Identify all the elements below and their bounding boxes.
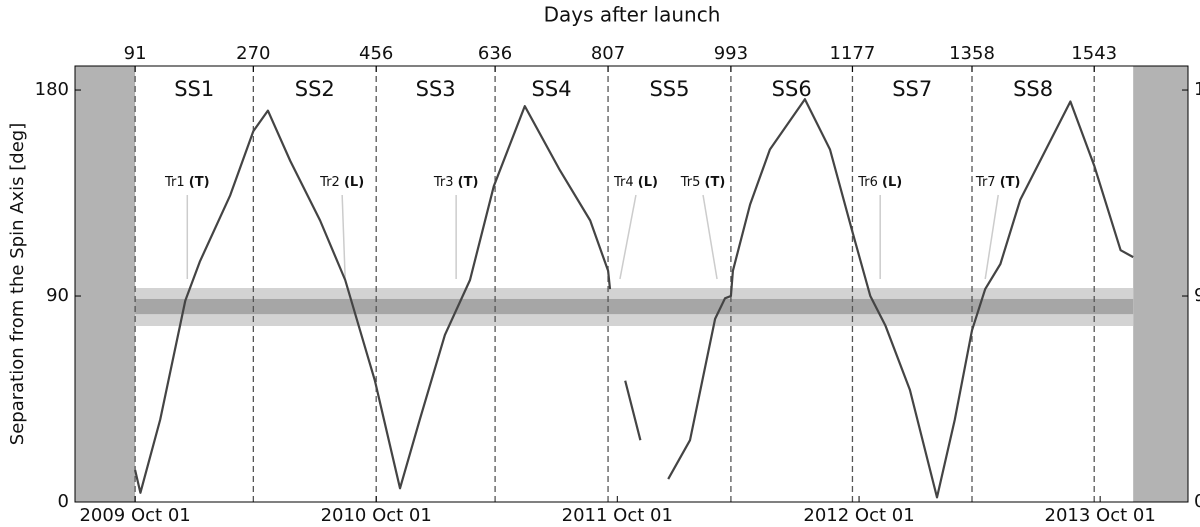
season-label: SS6: [772, 77, 812, 101]
season-label: SS8: [1013, 77, 1053, 101]
annotation-pointer: [619, 194, 637, 280]
annotation-pointer: [702, 194, 718, 280]
annotation-name: Tr5: [680, 175, 701, 190]
annotation-mode: (T): [458, 175, 479, 190]
y-tick-label-right: 180: [1194, 79, 1200, 100]
x-tick-label: 2010 Oct 01: [321, 505, 432, 526]
annotation-name: Tr2: [319, 175, 340, 190]
y-tick-label-right: 90: [1194, 285, 1200, 306]
excluded-region: [75, 66, 136, 502]
season-label: SS1: [174, 77, 214, 101]
season-label: SS7: [892, 77, 932, 101]
band: [135, 298, 1134, 315]
annotation-name: Tr4: [613, 175, 634, 190]
annotation-pointer: [984, 194, 999, 280]
annotation-mode: (L): [882, 175, 902, 190]
annotation-label: Tr7 (T): [975, 175, 1021, 190]
season-label: SS3: [416, 77, 456, 101]
x2-tick-label: 807: [591, 43, 625, 64]
annotation-mode: (T): [705, 175, 726, 190]
x2-tick-label: 993: [714, 43, 748, 64]
x-tick-label: 2013 Oct 01: [1045, 505, 1156, 526]
x2-tick-label: 636: [478, 43, 512, 64]
x2-tick-label: 456: [359, 43, 393, 64]
annotation-mode: (L): [344, 175, 364, 190]
x2-tick-label: 1358: [949, 43, 995, 64]
x2-tick-label: 91: [124, 43, 147, 64]
excluded-region: [1133, 66, 1188, 502]
x-tick-label: 2009 Oct 01: [79, 505, 190, 526]
season-label: SS2: [295, 77, 335, 101]
x2-tick-label: 270: [236, 43, 270, 64]
annotation-label: Tr2 (L): [319, 175, 364, 190]
annotation-label: Tr1 (T): [164, 175, 210, 190]
annotation-mode: (T): [189, 175, 210, 190]
plot-frame: [74, 65, 1189, 503]
x2-tick-label: 1177: [830, 43, 876, 64]
annotation-pointer: [341, 194, 346, 280]
y-tick-label: 0: [58, 491, 69, 512]
y-tick-label-right: 0: [1194, 491, 1200, 512]
annotation-label: Tr4 (L): [613, 175, 658, 190]
annotation-name: Tr1: [164, 175, 185, 190]
annotation-mode: (T): [1000, 175, 1021, 190]
season-label: SS5: [649, 77, 689, 101]
annotation-label: Tr5 (T): [680, 175, 726, 190]
annotation-name: Tr3: [433, 175, 454, 190]
annotation-name: Tr6: [857, 175, 878, 190]
x-tick-label: 2012 Oct 01: [803, 505, 914, 526]
annotation-label: Tr6 (L): [857, 175, 902, 190]
annotation-name: Tr7: [975, 175, 996, 190]
data-line: [134, 98, 1134, 499]
x2-tick-label: 1543: [1071, 43, 1117, 64]
season-label: SS4: [532, 77, 572, 101]
y-axis-title: Separation from the Spin Axis [deg]: [7, 123, 28, 445]
x-tick-label: 2011 Oct 01: [562, 505, 673, 526]
annotation-mode: (L): [638, 175, 658, 190]
x2-axis-title: Days after launch: [544, 3, 721, 27]
annotation-label: Tr3 (T): [433, 175, 479, 190]
y-tick-label: 180: [35, 79, 69, 100]
y-tick-label: 90: [46, 285, 69, 306]
